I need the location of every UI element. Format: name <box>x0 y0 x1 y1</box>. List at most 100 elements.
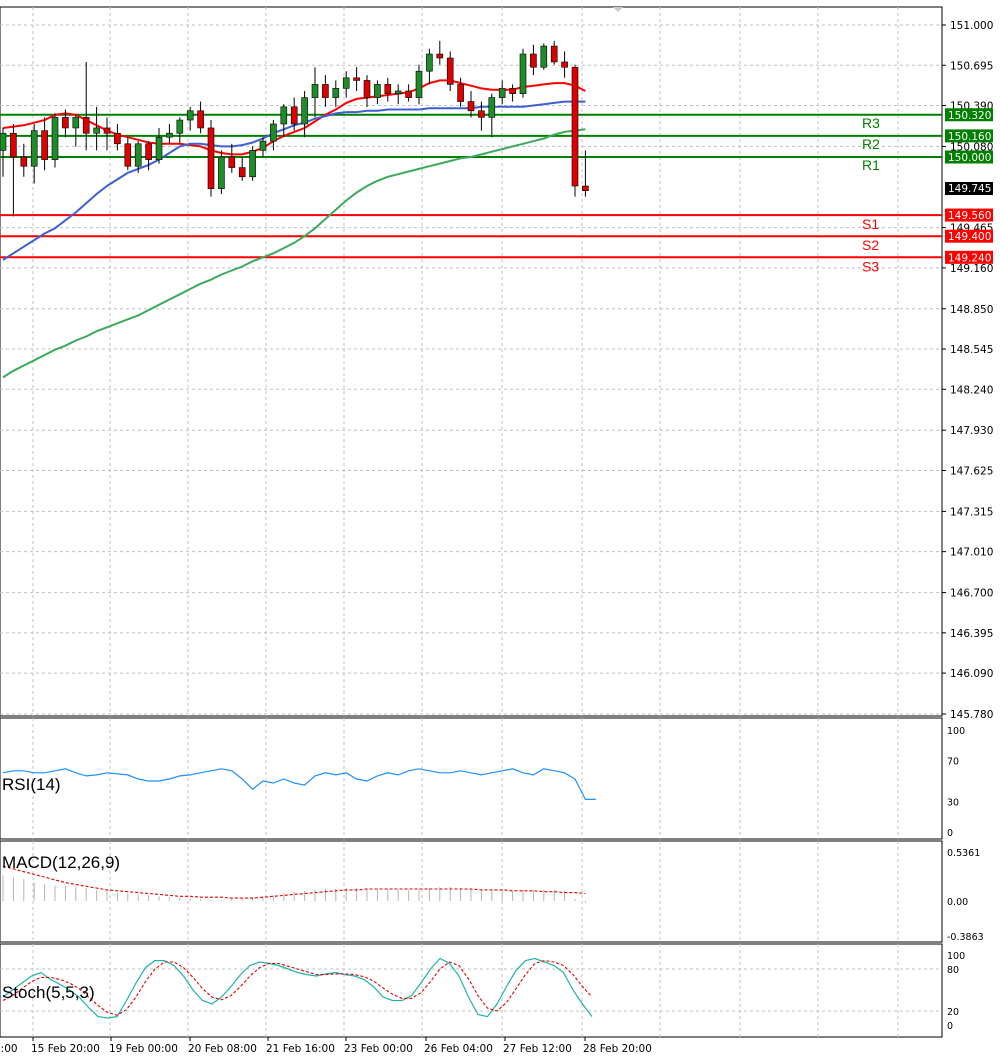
level-tag-s3 <box>945 250 993 264</box>
candle-body <box>218 156 225 189</box>
rsi-panel[interactable] <box>0 717 943 840</box>
candle-body <box>249 150 256 178</box>
candle-body <box>238 167 246 178</box>
candle-body <box>270 123 277 142</box>
candle-body <box>197 110 204 129</box>
moving-average-line-1 <box>2 79 586 156</box>
level-tag-label-s3: 149.240 <box>948 252 991 264</box>
stoch-main-line <box>2 957 593 1019</box>
price-tick-label: 151.000 <box>950 20 993 32</box>
candle-body <box>134 143 142 167</box>
candle-body <box>363 80 371 98</box>
candle-body <box>114 132 121 145</box>
candle-body <box>0 132 7 151</box>
stoch-tick-label: 20 <box>947 1007 959 1018</box>
level-tag-s2 <box>945 229 993 243</box>
candle-body <box>426 53 433 72</box>
level-tag-label-s2: 149.400 <box>948 231 991 243</box>
price-tick-label: 150.695 <box>950 60 993 72</box>
candle-body <box>467 101 475 112</box>
time-tick-label: 15 Feb 20:00 <box>31 1043 100 1055</box>
time-tick-label: 21 Feb 16:00 <box>266 1043 335 1055</box>
level-tag-label-r2: 150.160 <box>948 131 991 143</box>
candle-body <box>550 45 558 63</box>
stoch-indicator: 100 80 20 0 <box>0 951 965 1032</box>
candle-body <box>332 88 340 98</box>
current-price-tag <box>945 182 993 195</box>
price-tick-label: 145.780 <box>950 709 993 721</box>
level-tag-label-r3: 150.320 <box>948 110 991 122</box>
level-tags: 150.320 150.160 150.000 149.560 149.400 149.2… <box>945 108 993 264</box>
candle-body <box>228 156 236 168</box>
candle-body <box>561 61 568 68</box>
candles <box>0 40 589 217</box>
time-tick-label: 23 Feb 00:00 <box>344 1043 413 1055</box>
macd-tick-label: 0.5361 <box>947 848 980 859</box>
candle-body <box>498 88 506 98</box>
time-tick-label: 26 Feb 04:00 <box>424 1043 493 1055</box>
level-name-s2: S2 <box>862 237 879 253</box>
candle-body <box>405 90 412 98</box>
candle-body <box>176 119 184 134</box>
stoch-tick-label: 100 <box>947 951 965 962</box>
current-price-label: 149.745 <box>948 183 991 195</box>
candle-body <box>342 77 350 89</box>
moving-average-line-3 <box>2 128 586 379</box>
candle-body <box>519 53 527 94</box>
stoch-tick-label: 80 <box>947 965 959 976</box>
price-tick-label: 147.625 <box>950 465 993 477</box>
candle-body <box>20 156 28 167</box>
candle-body <box>10 132 17 158</box>
macd-tick-label: 0.00 <box>947 897 968 908</box>
price-tick-label: 146.700 <box>950 588 993 600</box>
stoch-label: Stoch(5,5,3) <box>2 983 95 1002</box>
candle-body <box>394 90 402 94</box>
price-tick-label: 149.160 <box>950 263 993 275</box>
price-axis: 151.000150.695150.390150.080149.465149.1… <box>942 20 993 721</box>
candle-body <box>103 127 111 134</box>
level-tag-r2 <box>945 129 993 143</box>
level-tag-r1 <box>945 150 993 164</box>
level-tag-label-r1: 150.000 <box>948 152 991 164</box>
price-tick-label: 148.240 <box>950 384 993 396</box>
stoch-panel[interactable] <box>0 943 943 1038</box>
candle-body <box>124 143 132 167</box>
rsi-tick-label: 30 <box>947 797 959 808</box>
level-tag-s1 <box>945 208 993 222</box>
macd-indicator: 0.5361 0.00 -0.3863 <box>2 848 984 943</box>
macd-label: MACD(12,26,9) <box>2 853 120 872</box>
shift-marker[interactable] <box>613 7 623 12</box>
time-tick-label: 20 Feb 08:00 <box>188 1043 257 1055</box>
candle-body <box>155 136 163 160</box>
candle-body <box>82 117 90 134</box>
candle-body <box>30 130 38 167</box>
candle-body <box>488 97 496 118</box>
price-tick-label: 147.930 <box>950 425 993 437</box>
rsi-tick-label: 70 <box>947 757 959 768</box>
time-tick-label: 27 Feb 12:00 <box>503 1043 572 1055</box>
candle-body <box>509 88 516 94</box>
price-tick-label: 146.090 <box>950 668 993 680</box>
candle-body <box>72 117 80 129</box>
candle-body <box>41 130 48 160</box>
grid-lines <box>0 7 942 1037</box>
time-tick-label: 2:00 <box>0 1043 18 1055</box>
time-axis: 2:00 15 Feb 20:00 19 Feb 00:00 20 Feb 08:00… <box>0 1037 652 1055</box>
candle-body <box>51 117 59 160</box>
rsi-tick-label: 0 <box>947 828 953 839</box>
candle-body <box>145 143 152 160</box>
level-name-r1: R1 <box>862 157 880 173</box>
candle-body <box>166 132 173 138</box>
candle-body <box>207 127 215 189</box>
price-tick-label: 147.315 <box>950 506 993 518</box>
candle-body <box>571 66 579 187</box>
candle-body <box>582 185 589 191</box>
price-tick-label: 148.850 <box>950 304 993 316</box>
rsi-line <box>2 768 596 801</box>
candle-body <box>62 117 69 129</box>
level-name-s3: S3 <box>862 258 879 274</box>
macd-tick-label: -0.3863 <box>947 932 984 943</box>
candle-body <box>290 106 298 125</box>
level-tag-label-s1: 149.560 <box>948 210 991 222</box>
price-panel[interactable] <box>0 6 943 717</box>
